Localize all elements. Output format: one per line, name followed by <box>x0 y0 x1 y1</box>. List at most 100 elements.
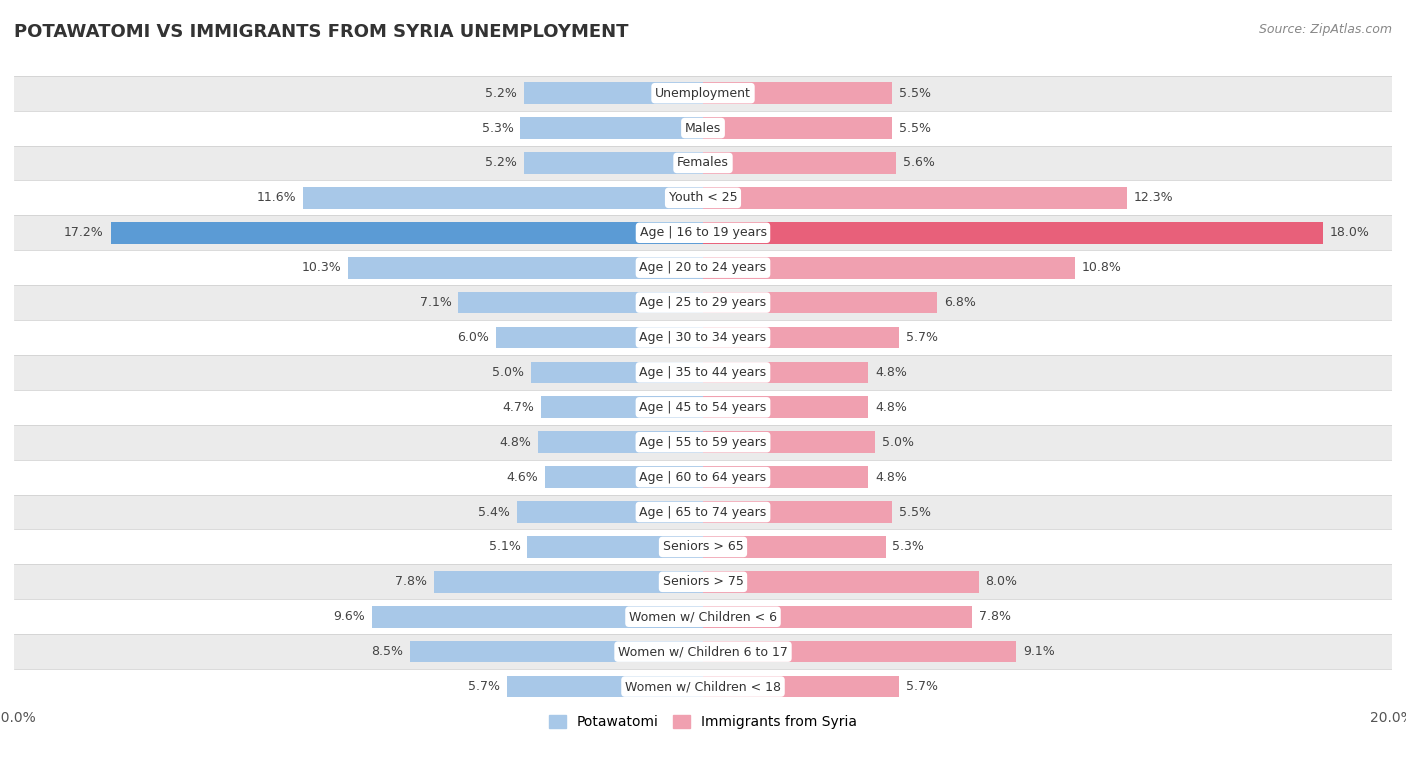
Bar <box>544 466 703 488</box>
Bar <box>349 257 703 279</box>
Text: 12.3%: 12.3% <box>1133 192 1173 204</box>
Text: 10.8%: 10.8% <box>1083 261 1122 274</box>
Bar <box>517 501 703 523</box>
Text: 5.3%: 5.3% <box>893 540 924 553</box>
Text: 6.0%: 6.0% <box>457 331 489 344</box>
Text: 5.7%: 5.7% <box>468 680 499 693</box>
Bar <box>703 327 900 348</box>
Bar <box>703 83 893 104</box>
Bar <box>541 397 703 418</box>
Text: 9.6%: 9.6% <box>333 610 366 623</box>
Bar <box>703 431 875 453</box>
Bar <box>14 425 1392 459</box>
Bar <box>14 285 1392 320</box>
Text: Age | 30 to 34 years: Age | 30 to 34 years <box>640 331 766 344</box>
Text: Source: ZipAtlas.com: Source: ZipAtlas.com <box>1258 23 1392 36</box>
Bar <box>703 187 1126 209</box>
Bar <box>14 494 1392 529</box>
Bar <box>703 501 893 523</box>
Text: 5.2%: 5.2% <box>485 157 517 170</box>
Text: Males: Males <box>685 122 721 135</box>
Bar <box>14 145 1392 180</box>
Bar <box>304 187 703 209</box>
Text: Age | 55 to 59 years: Age | 55 to 59 years <box>640 436 766 449</box>
Text: Age | 45 to 54 years: Age | 45 to 54 years <box>640 400 766 414</box>
Text: 5.0%: 5.0% <box>492 366 524 379</box>
Text: 5.1%: 5.1% <box>488 540 520 553</box>
Bar <box>411 641 703 662</box>
Bar <box>703 222 1323 244</box>
Text: 10.3%: 10.3% <box>301 261 342 274</box>
Bar <box>703 571 979 593</box>
Bar <box>14 180 1392 215</box>
Bar <box>14 390 1392 425</box>
Text: 5.5%: 5.5% <box>900 122 931 135</box>
Text: 8.5%: 8.5% <box>371 645 404 658</box>
Text: 18.0%: 18.0% <box>1330 226 1369 239</box>
Text: 5.3%: 5.3% <box>482 122 513 135</box>
Bar <box>111 222 703 244</box>
Text: 7.8%: 7.8% <box>979 610 1011 623</box>
Bar <box>703 536 886 558</box>
Bar <box>14 669 1392 704</box>
Text: 17.2%: 17.2% <box>63 226 104 239</box>
Text: 5.6%: 5.6% <box>903 157 935 170</box>
Bar <box>14 111 1392 145</box>
Text: 5.5%: 5.5% <box>900 506 931 519</box>
Bar <box>703 397 869 418</box>
Text: 7.1%: 7.1% <box>419 296 451 309</box>
Bar <box>703 676 900 697</box>
Text: Age | 60 to 64 years: Age | 60 to 64 years <box>640 471 766 484</box>
Bar <box>14 529 1392 565</box>
Text: Women w/ Children < 18: Women w/ Children < 18 <box>626 680 780 693</box>
Legend: Potawatomi, Immigrants from Syria: Potawatomi, Immigrants from Syria <box>544 709 862 735</box>
Text: 7.8%: 7.8% <box>395 575 427 588</box>
Text: 9.1%: 9.1% <box>1024 645 1054 658</box>
Bar <box>458 291 703 313</box>
Text: Age | 20 to 24 years: Age | 20 to 24 years <box>640 261 766 274</box>
Bar <box>14 634 1392 669</box>
Bar <box>527 536 703 558</box>
Text: 4.8%: 4.8% <box>875 366 907 379</box>
Bar <box>496 327 703 348</box>
Bar <box>703 117 893 139</box>
Bar <box>14 355 1392 390</box>
Text: 5.0%: 5.0% <box>882 436 914 449</box>
Bar <box>14 251 1392 285</box>
Text: Youth < 25: Youth < 25 <box>669 192 737 204</box>
Bar <box>703 466 869 488</box>
Bar <box>434 571 703 593</box>
Bar <box>703 291 938 313</box>
Text: Women w/ Children 6 to 17: Women w/ Children 6 to 17 <box>619 645 787 658</box>
Text: 5.7%: 5.7% <box>907 680 938 693</box>
Text: 4.8%: 4.8% <box>875 471 907 484</box>
Bar <box>520 117 703 139</box>
Text: 8.0%: 8.0% <box>986 575 1018 588</box>
Bar <box>531 362 703 383</box>
Bar <box>506 676 703 697</box>
Bar <box>703 641 1017 662</box>
Text: Females: Females <box>678 157 728 170</box>
Bar <box>703 362 869 383</box>
Bar <box>373 606 703 628</box>
Bar <box>537 431 703 453</box>
Bar <box>14 565 1392 600</box>
Text: 5.4%: 5.4% <box>478 506 510 519</box>
Text: 11.6%: 11.6% <box>257 192 297 204</box>
Text: Unemployment: Unemployment <box>655 86 751 100</box>
Text: 4.7%: 4.7% <box>502 400 534 414</box>
Bar <box>524 152 703 174</box>
Bar <box>14 459 1392 494</box>
Text: 5.2%: 5.2% <box>485 86 517 100</box>
Text: POTAWATOMI VS IMMIGRANTS FROM SYRIA UNEMPLOYMENT: POTAWATOMI VS IMMIGRANTS FROM SYRIA UNEM… <box>14 23 628 41</box>
Text: 6.8%: 6.8% <box>945 296 976 309</box>
Text: Women w/ Children < 6: Women w/ Children < 6 <box>628 610 778 623</box>
Text: Age | 35 to 44 years: Age | 35 to 44 years <box>640 366 766 379</box>
Text: Age | 16 to 19 years: Age | 16 to 19 years <box>640 226 766 239</box>
Text: 5.5%: 5.5% <box>900 86 931 100</box>
Bar <box>14 215 1392 251</box>
Bar <box>703 152 896 174</box>
Bar <box>703 257 1076 279</box>
Text: 5.7%: 5.7% <box>907 331 938 344</box>
Bar <box>14 600 1392 634</box>
